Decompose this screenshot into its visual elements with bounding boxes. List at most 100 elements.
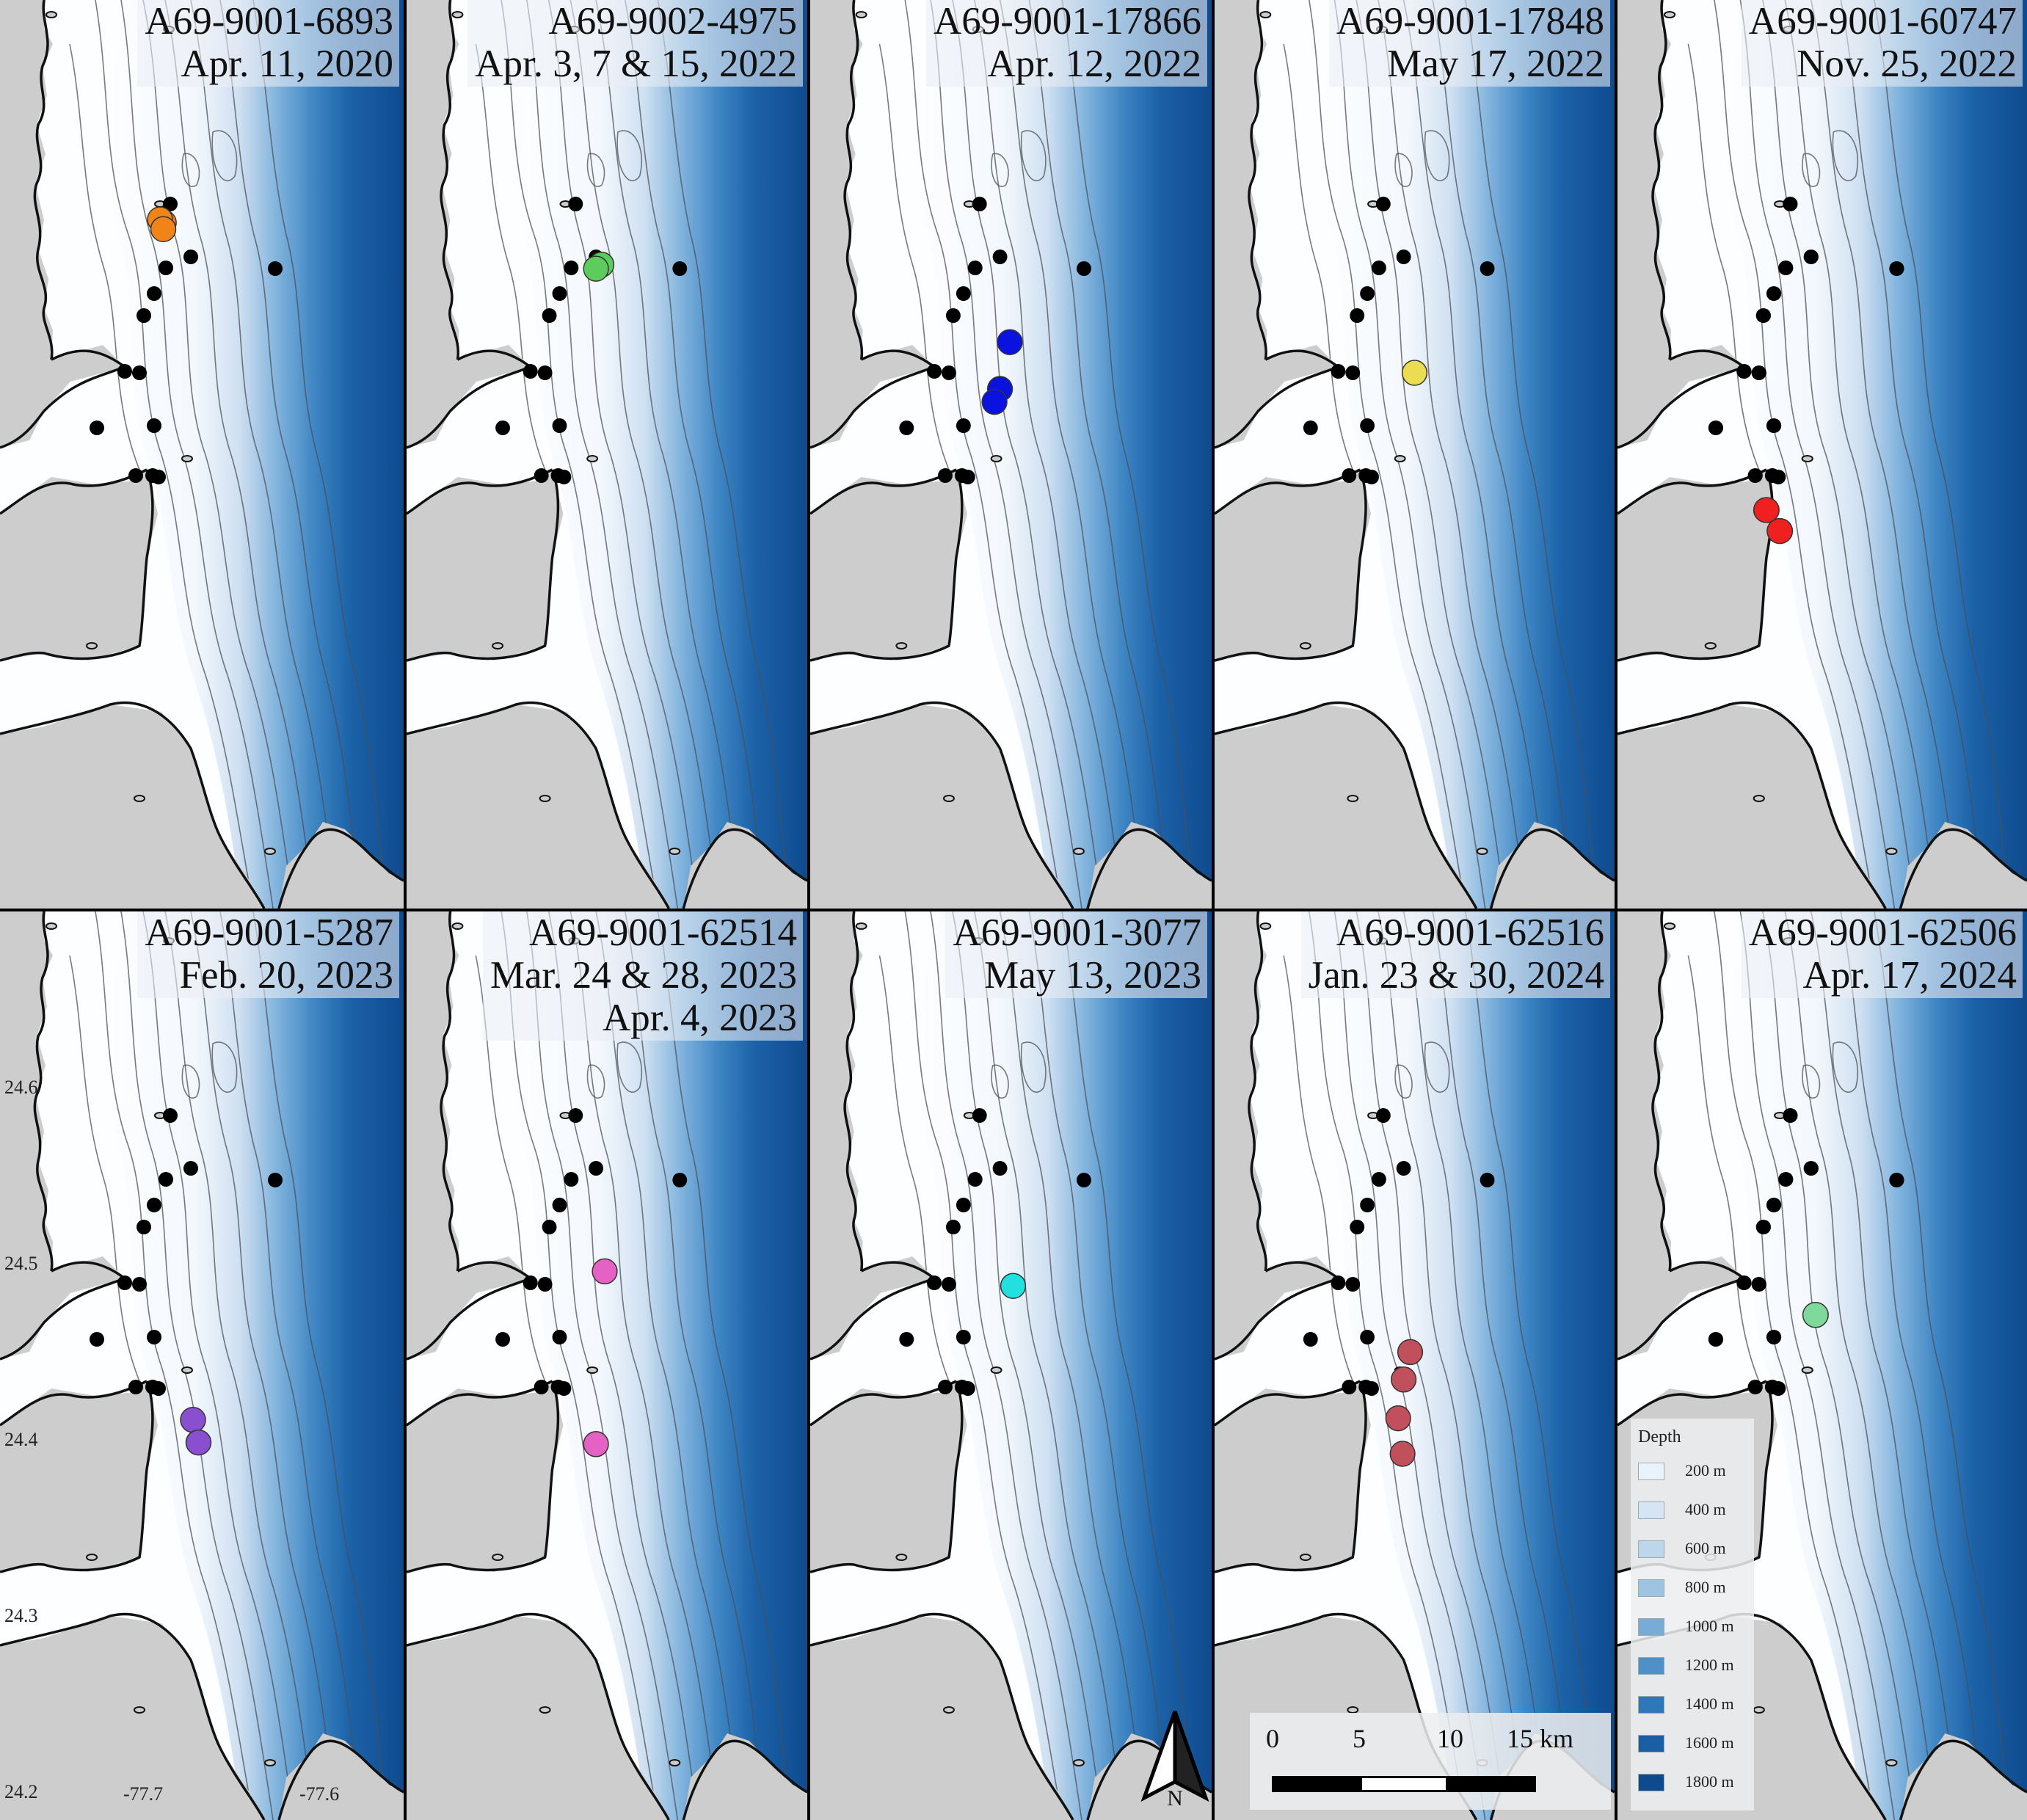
legend-swatch bbox=[1638, 1618, 1664, 1636]
land-area bbox=[1900, 1733, 2027, 1820]
map-panel: A69-9001-5287 Feb. 20, 2023 bbox=[0, 911, 404, 1820]
panel-label: A69-9002-4975 Apr. 3, 7 & 15, 2022 bbox=[467, 0, 803, 87]
panel-label: A69-9001-3077 May 13, 2023 bbox=[945, 911, 1207, 998]
detection-marker bbox=[1397, 1339, 1424, 1366]
land-area bbox=[1617, 705, 1886, 909]
panel-label: A69-9001-62506 Apr. 17, 2024 bbox=[1741, 911, 2023, 998]
receiver-station bbox=[534, 468, 549, 483]
receiver-station bbox=[537, 1277, 553, 1292]
land-area bbox=[407, 1616, 669, 1820]
deep-water-area bbox=[104, 911, 404, 1820]
scale-bar-label: 5 bbox=[1353, 1724, 1366, 1753]
receiver-station bbox=[956, 1198, 971, 1212]
receiver-station bbox=[1480, 1173, 1495, 1187]
detection-marker bbox=[981, 388, 1008, 415]
receiver-station bbox=[1342, 1380, 1357, 1394]
latitude-tick-label: 24.6 bbox=[4, 1077, 38, 1098]
receiver-station bbox=[523, 1275, 538, 1290]
detection-marker bbox=[997, 329, 1023, 355]
detection-date: Jan. 23 & 30, 2024 bbox=[1308, 954, 1604, 997]
panel-label: A69-9001-62514 Mar. 24 & 28, 2023 Apr. 4, … bbox=[482, 911, 803, 1041]
latitude-tick-label: 24.3 bbox=[4, 1605, 38, 1626]
land-area bbox=[810, 0, 935, 448]
receiver-station bbox=[1350, 308, 1365, 323]
legend-swatch bbox=[1638, 1463, 1664, 1480]
receiver-station bbox=[956, 418, 971, 433]
receiver-station bbox=[1364, 1381, 1379, 1396]
latitude-tick-label: 24.2 bbox=[4, 1781, 38, 1802]
receiver-station bbox=[132, 365, 147, 380]
legend-swatch bbox=[1638, 1502, 1664, 1519]
land-area bbox=[407, 911, 531, 1359]
legend-swatch bbox=[1638, 1735, 1664, 1752]
receiver-station bbox=[927, 1275, 942, 1290]
receiver-station bbox=[942, 365, 956, 380]
receiver-station bbox=[183, 250, 198, 264]
receiver-station bbox=[1077, 1173, 1091, 1187]
legend-item: 1200 m bbox=[1638, 1651, 1748, 1681]
map-panel: A69-9001-3077 May 13, 2023 bbox=[810, 911, 1212, 1820]
deep-water-area bbox=[914, 911, 1212, 1820]
legend-item: 1000 m bbox=[1638, 1612, 1748, 1642]
detection-marker bbox=[150, 216, 177, 242]
receiver-station bbox=[552, 1198, 567, 1212]
receiver-station bbox=[1331, 364, 1346, 379]
receiver-station bbox=[1747, 468, 1763, 483]
receiver-station bbox=[542, 1220, 557, 1234]
legend-item: 1400 m bbox=[1638, 1690, 1748, 1719]
detection-marker bbox=[1389, 1441, 1416, 1467]
land-area bbox=[407, 0, 531, 448]
receiver-station bbox=[1736, 364, 1752, 379]
receiver-station bbox=[992, 250, 1008, 264]
receiver-station bbox=[1803, 1161, 1819, 1176]
receiver-station bbox=[568, 1108, 583, 1123]
receiver-station bbox=[1360, 418, 1375, 433]
receiver-station bbox=[552, 418, 567, 433]
receiver-station bbox=[495, 421, 510, 435]
detection-marker bbox=[1401, 360, 1428, 386]
receiver-station bbox=[1708, 421, 1724, 435]
receiver-station bbox=[1372, 1172, 1386, 1187]
land-area bbox=[810, 705, 1074, 909]
legend-label: 600 m bbox=[1685, 1539, 1726, 1557]
map-panel: A69-9001-62514 Mar. 24 & 28, 2023 Apr. 4, … bbox=[407, 911, 807, 1820]
legend-item: 800 m bbox=[1638, 1573, 1748, 1603]
receiver-station bbox=[495, 1332, 510, 1347]
receiver-station bbox=[1077, 261, 1091, 276]
receiver-station bbox=[137, 1220, 151, 1234]
receiver-station bbox=[1372, 261, 1386, 275]
tag-id: A69-9001-60747 bbox=[1748, 0, 2017, 43]
latitude-tick-label: 24.4 bbox=[4, 1429, 38, 1450]
detection-marker bbox=[1000, 1273, 1027, 1299]
receiver-station bbox=[542, 308, 557, 323]
deep-water-area bbox=[510, 911, 807, 1820]
receiver-station bbox=[672, 1173, 688, 1187]
receiver-station bbox=[163, 1108, 178, 1123]
panel-label: A69-9001-60747 Nov. 25, 2022 bbox=[1741, 0, 2023, 87]
receiver-station bbox=[1708, 1332, 1724, 1347]
receiver-station bbox=[1751, 1277, 1766, 1292]
detection-marker bbox=[1753, 497, 1780, 523]
bathymetry-map bbox=[1617, 0, 2027, 909]
longitude-tick-label: -77.7 bbox=[123, 1783, 164, 1805]
receiver-station bbox=[568, 197, 583, 211]
receiver-station bbox=[1303, 1332, 1318, 1347]
receiver-station bbox=[552, 1330, 567, 1344]
receiver-station bbox=[899, 1332, 914, 1347]
land-area bbox=[810, 1616, 1074, 1820]
detection-marker bbox=[583, 1431, 609, 1457]
latitude-tick-label: 24.5 bbox=[4, 1253, 38, 1274]
receiver-station bbox=[523, 364, 538, 379]
tag-id: A69-9001-17848 bbox=[1336, 0, 1604, 43]
detection-date: May 17, 2022 bbox=[1387, 43, 1604, 85]
receiver-station bbox=[1360, 286, 1375, 301]
receiver-station bbox=[960, 1381, 975, 1396]
receiver-station bbox=[1766, 1330, 1782, 1344]
receiver-station bbox=[1360, 1198, 1375, 1212]
legend-item: 1800 m bbox=[1638, 1768, 1748, 1797]
receiver-station bbox=[1345, 1277, 1361, 1292]
receiver-station bbox=[938, 1380, 953, 1394]
receiver-station bbox=[972, 1108, 987, 1123]
land-area bbox=[407, 1381, 564, 1572]
